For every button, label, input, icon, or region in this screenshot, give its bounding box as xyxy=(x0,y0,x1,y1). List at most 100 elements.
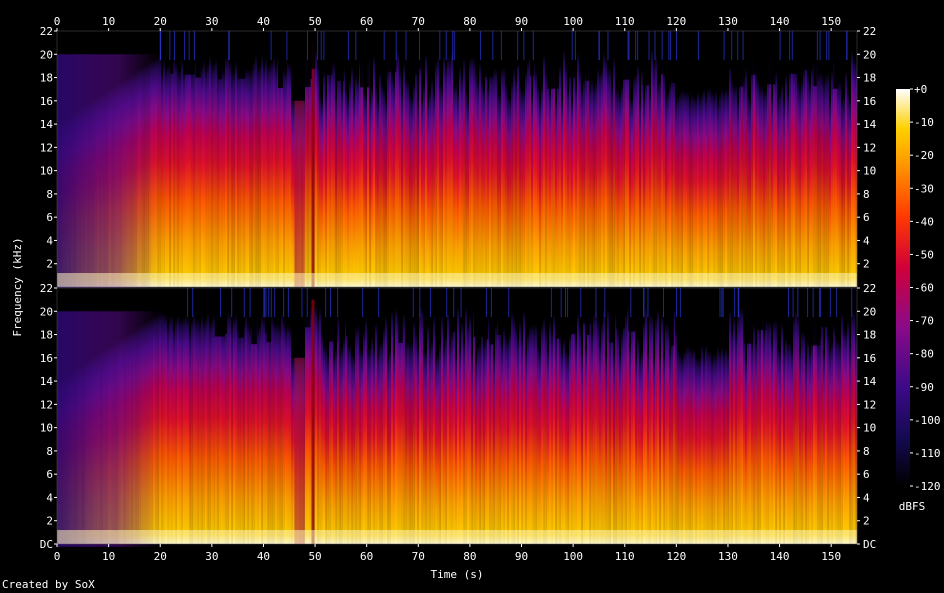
spectral-column xyxy=(327,63,330,288)
spectral-column xyxy=(745,357,748,544)
spectral-column xyxy=(793,315,796,544)
spectral-column xyxy=(535,70,538,287)
spectral-column xyxy=(771,342,774,544)
dark-gap xyxy=(300,288,311,328)
spectral-column xyxy=(219,313,222,544)
spectral-column xyxy=(433,315,436,544)
spectral-column xyxy=(481,80,484,287)
spectral-column xyxy=(829,347,832,544)
spectral-column xyxy=(409,342,412,544)
spectral-column xyxy=(575,84,578,287)
spectral-column xyxy=(321,332,324,544)
spectral-column xyxy=(287,60,290,287)
spectral-column xyxy=(851,311,854,544)
spectral-column xyxy=(607,66,610,287)
spectral-column xyxy=(841,99,844,287)
spectral-column xyxy=(175,61,178,287)
spectral-column xyxy=(409,94,412,287)
spectral-column xyxy=(595,310,598,544)
spectral-column xyxy=(259,64,262,288)
dark-gap xyxy=(742,31,747,70)
spectral-column xyxy=(485,60,488,288)
spectral-column xyxy=(535,323,538,544)
y-tick-label-right: 12 xyxy=(863,141,876,154)
spectral-column xyxy=(411,342,414,544)
spectral-column xyxy=(379,71,382,287)
dark-gap xyxy=(485,31,493,78)
spectral-column xyxy=(761,84,764,287)
spectral-column xyxy=(765,317,768,544)
spectral-column xyxy=(369,347,372,544)
spectral-column xyxy=(233,69,236,287)
spectral-column xyxy=(509,98,512,287)
spectral-column xyxy=(387,356,390,544)
spectral-column xyxy=(209,322,212,544)
spectral-column xyxy=(469,58,472,287)
dark-gap xyxy=(530,31,535,76)
spectral-column xyxy=(477,80,480,287)
y-tick-label-right: 10 xyxy=(863,422,876,435)
spectral-column xyxy=(701,92,704,288)
spectral-column xyxy=(195,318,198,544)
spectral-column xyxy=(507,94,510,288)
spectral-column xyxy=(359,59,362,287)
spectral-column xyxy=(241,64,244,287)
spectral-column xyxy=(193,64,196,288)
spectral-column xyxy=(731,79,734,287)
spectral-column xyxy=(645,306,648,544)
spectral-column xyxy=(237,328,240,544)
spectral-column xyxy=(345,88,348,287)
dark-gap xyxy=(743,288,752,344)
spectral-column xyxy=(765,89,768,287)
dark-gap xyxy=(387,31,397,72)
spectral-column xyxy=(623,61,626,287)
spectral-column xyxy=(187,56,190,287)
y-tick-label-right: 6 xyxy=(863,211,870,224)
spectral-column xyxy=(509,331,512,544)
intro-fade xyxy=(57,311,161,547)
spectral-column xyxy=(559,334,562,544)
spectral-column xyxy=(703,354,706,544)
dark-gap xyxy=(555,288,560,339)
spectral-column xyxy=(203,320,206,544)
spectral-column xyxy=(541,84,544,287)
y-tick-label-left: 18 xyxy=(40,329,53,342)
y-tick-label-left: 12 xyxy=(40,398,53,411)
spectral-column xyxy=(579,327,582,544)
spectral-column xyxy=(695,97,698,288)
spectral-column xyxy=(837,340,840,544)
dark-gap xyxy=(689,288,696,326)
spectral-column xyxy=(273,320,276,544)
spectral-column xyxy=(197,60,200,287)
spectral-column xyxy=(447,310,450,544)
spectral-column xyxy=(517,337,520,544)
spectral-column xyxy=(283,318,286,544)
spectral-column xyxy=(759,85,762,287)
spectral-column xyxy=(821,317,824,544)
spectral-column xyxy=(381,83,384,288)
spectral-column xyxy=(845,70,848,288)
dark-gap xyxy=(628,288,637,332)
y-tick-label-right: 16 xyxy=(863,352,876,365)
spectral-column xyxy=(163,313,166,544)
dark-gap xyxy=(345,288,352,337)
spectral-column xyxy=(665,95,668,287)
spectral-column xyxy=(375,321,378,544)
spectral-column xyxy=(719,351,722,544)
spectral-column xyxy=(749,98,752,288)
spectral-column xyxy=(399,69,402,287)
spectral-column xyxy=(203,60,206,287)
spectral-column xyxy=(673,307,676,544)
spectral-column xyxy=(751,66,754,287)
spectral-column xyxy=(453,320,456,544)
spectral-column xyxy=(825,74,828,288)
spectral-column xyxy=(741,306,744,544)
dark-gap xyxy=(750,31,761,75)
spectral-column xyxy=(609,67,612,287)
spectral-column xyxy=(451,50,454,288)
spectral-column xyxy=(333,62,336,288)
spectral-column xyxy=(537,344,540,544)
dark-gap xyxy=(787,288,792,329)
spectral-column xyxy=(475,357,478,544)
spectral-column xyxy=(189,55,192,288)
